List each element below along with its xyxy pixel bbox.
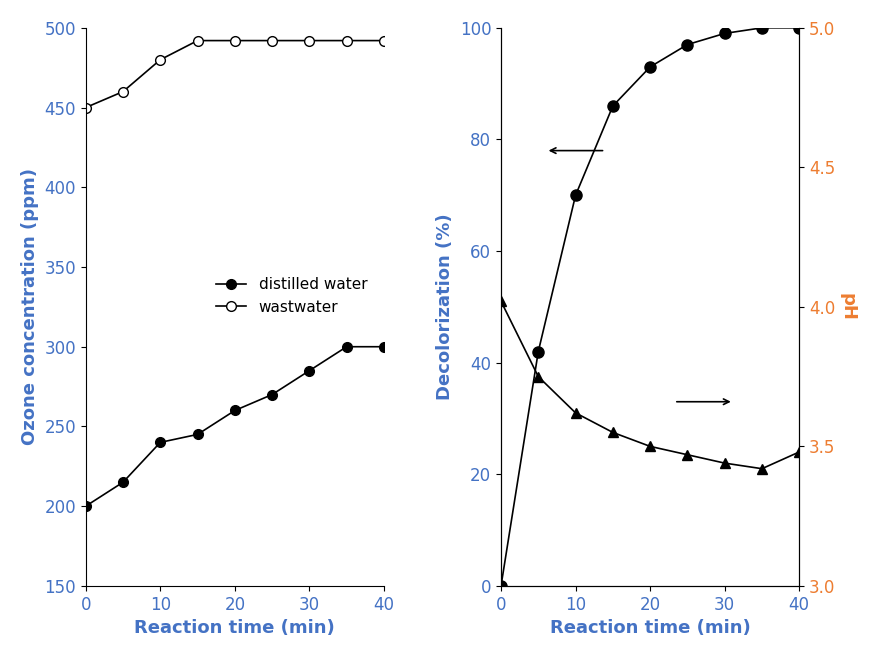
wastwater <box>155 56 166 64</box>
distilled water <box>379 343 389 351</box>
distilled water <box>267 391 277 399</box>
distilled water <box>341 343 352 351</box>
distilled water <box>155 438 166 446</box>
distilled water <box>192 430 203 438</box>
wastwater <box>341 37 352 45</box>
Line: distilled water: distilled water <box>81 342 389 511</box>
distilled water <box>304 367 315 374</box>
Y-axis label: pH: pH <box>838 293 856 321</box>
X-axis label: Reaction time (min): Reaction time (min) <box>550 619 751 637</box>
wastwater <box>304 37 315 45</box>
wastwater <box>192 37 203 45</box>
wastwater <box>230 37 240 45</box>
Legend: distilled water, wastwater: distilled water, wastwater <box>210 271 374 320</box>
X-axis label: Reaction time (min): Reaction time (min) <box>134 619 335 637</box>
distilled water <box>230 407 240 415</box>
wastwater <box>118 88 128 95</box>
wastwater <box>81 103 91 111</box>
Line: wastwater: wastwater <box>81 36 389 113</box>
wastwater <box>379 37 389 45</box>
distilled water <box>81 502 91 510</box>
distilled water <box>118 478 128 486</box>
wastwater <box>267 37 277 45</box>
Y-axis label: Ozone concentration (ppm): Ozone concentration (ppm) <box>21 168 39 445</box>
Y-axis label: Decolorization (%): Decolorization (%) <box>436 214 454 400</box>
